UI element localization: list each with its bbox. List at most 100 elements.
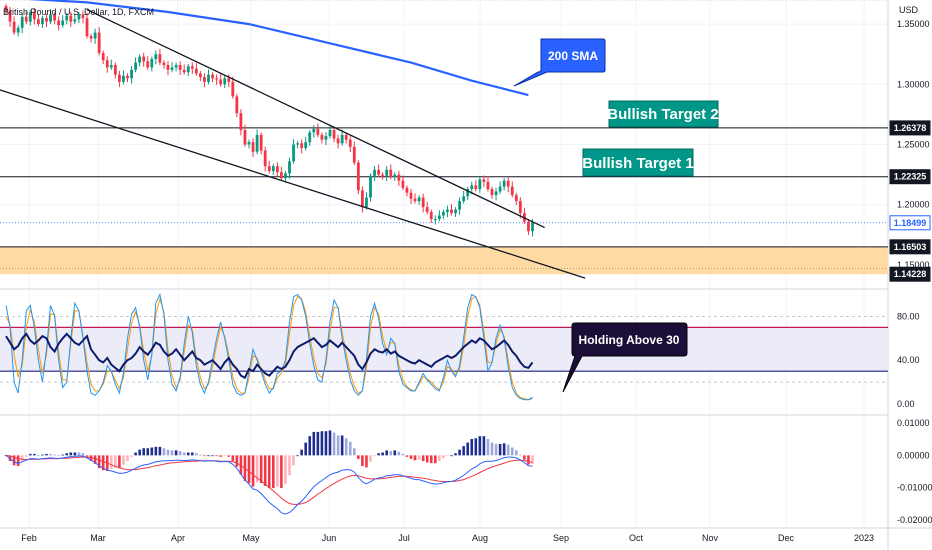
candle-body bbox=[61, 20, 65, 26]
macd-histogram-bar bbox=[377, 453, 380, 456]
candle-body bbox=[138, 56, 142, 63]
candle-body bbox=[77, 14, 81, 20]
macd-histogram-bar bbox=[454, 453, 457, 456]
macd-histogram-bar bbox=[122, 455, 125, 465]
candle-body bbox=[365, 197, 368, 208]
macd-histogram-bar bbox=[255, 455, 259, 483]
macd-histogram-bar bbox=[486, 439, 490, 456]
candle-body bbox=[409, 192, 413, 199]
macd-histogram-bar bbox=[296, 455, 299, 457]
macd-histogram-bar bbox=[438, 455, 441, 462]
macd-histogram-bar bbox=[462, 446, 465, 456]
candle-body bbox=[433, 219, 437, 221]
candle-body bbox=[207, 74, 210, 82]
x-tick-2023: 2023 bbox=[854, 533, 874, 543]
candle-body bbox=[401, 180, 405, 188]
candle-body bbox=[429, 211, 433, 220]
target-2-label[interactable]: Bullish Target 2 bbox=[607, 100, 719, 128]
candle-body bbox=[462, 196, 466, 202]
macd-histogram-bar bbox=[267, 455, 271, 489]
stoch-k-line bbox=[5, 292, 533, 401]
candle-body bbox=[328, 130, 332, 137]
x-tick-Aug: Aug bbox=[472, 533, 488, 543]
candle-body bbox=[235, 96, 239, 114]
x-tick-Oct: Oct bbox=[629, 533, 644, 543]
macd-histogram-bar bbox=[97, 455, 101, 469]
macd-histogram-bar bbox=[340, 435, 344, 456]
candle-body bbox=[527, 221, 530, 232]
currency-label: USD bbox=[899, 5, 919, 15]
rsi-line bbox=[5, 332, 534, 380]
target-2-text: Bullish Target 2 bbox=[607, 106, 718, 123]
macd-histogram-bar bbox=[328, 430, 332, 456]
candle-body bbox=[130, 69, 133, 79]
candle-body bbox=[57, 20, 61, 26]
candle-body bbox=[239, 113, 243, 131]
candle-body bbox=[4, 6, 8, 11]
macd-histogram-bar bbox=[369, 455, 372, 462]
candle-body bbox=[300, 143, 304, 149]
candle-body bbox=[190, 66, 194, 69]
candle-body bbox=[211, 74, 214, 79]
candle-body bbox=[296, 143, 299, 145]
macd-histogram-bar bbox=[466, 442, 469, 456]
macd-histogram-bar bbox=[393, 450, 397, 456]
candle-body bbox=[466, 189, 470, 197]
macd-histogram-bar bbox=[158, 446, 162, 456]
sma-callout[interactable]: 200 SMA bbox=[513, 38, 606, 87]
candle-body bbox=[247, 142, 251, 145]
macd-histogram-bar bbox=[211, 455, 214, 457]
candle-body bbox=[255, 134, 259, 152]
candle-body bbox=[37, 19, 40, 25]
candle-body bbox=[97, 32, 101, 53]
candle-body bbox=[458, 201, 461, 210]
macd-histogram-bar bbox=[365, 455, 368, 468]
target-1-label[interactable]: Bullish Target 1 bbox=[582, 148, 694, 177]
macd-histogram-bar bbox=[276, 455, 279, 487]
rsi-callout-text: Holding Above 30 bbox=[579, 333, 680, 347]
macd-histogram-bar bbox=[146, 448, 150, 456]
macd-histogram-bar bbox=[178, 451, 182, 456]
price-label: 1.16503 bbox=[894, 242, 927, 252]
macd-histogram-bar bbox=[397, 451, 401, 456]
candle-body bbox=[531, 222, 534, 232]
rsi-callout[interactable]: Holding Above 30 bbox=[562, 322, 688, 393]
x-tick-Jul: Jul bbox=[398, 533, 410, 543]
candle-body bbox=[284, 173, 287, 179]
macd-histogram-bar bbox=[203, 455, 206, 457]
candle-body bbox=[263, 150, 267, 167]
macd-histogram-bar bbox=[89, 455, 93, 462]
macd-tick: 0.01000 bbox=[897, 418, 930, 428]
macd-histogram-bar bbox=[490, 442, 494, 456]
macd-histogram-bar bbox=[118, 455, 121, 469]
macd-tick: -0.01000 bbox=[897, 483, 932, 493]
candle-body bbox=[109, 65, 113, 68]
rsi-band bbox=[0, 327, 888, 372]
rsi-callout-bubble bbox=[562, 322, 688, 393]
macd-histogram-bar bbox=[24, 455, 28, 457]
macd-histogram-bar bbox=[138, 449, 141, 456]
candle-body bbox=[45, 18, 48, 22]
candle-body bbox=[170, 67, 174, 70]
candle-body bbox=[352, 146, 356, 163]
macd-histogram-bar bbox=[361, 455, 364, 467]
candle-body bbox=[417, 197, 421, 202]
candle-body bbox=[101, 52, 105, 61]
candle-body bbox=[174, 65, 178, 68]
candle-body bbox=[478, 179, 482, 190]
candle-body bbox=[361, 190, 364, 208]
macd-histogram-bar bbox=[154, 446, 158, 456]
macd-histogram-bar bbox=[531, 455, 534, 464]
macd-histogram-bar bbox=[446, 455, 449, 457]
axes: Feb Mar Apr May Jun Jul Aug Sep Oct Nov Dec 2023 1.3… bbox=[21, 19, 932, 543]
candle-body bbox=[16, 27, 20, 33]
x-tick-Sep: Sep bbox=[553, 533, 569, 543]
macd-histogram-bar bbox=[417, 455, 421, 460]
candle-body bbox=[518, 201, 522, 214]
candle-body bbox=[324, 136, 328, 140]
candle-body bbox=[425, 207, 429, 212]
macd-histogram-bar bbox=[421, 455, 425, 462]
candle-body bbox=[259, 134, 263, 151]
macd-histogram-bar bbox=[284, 455, 287, 484]
